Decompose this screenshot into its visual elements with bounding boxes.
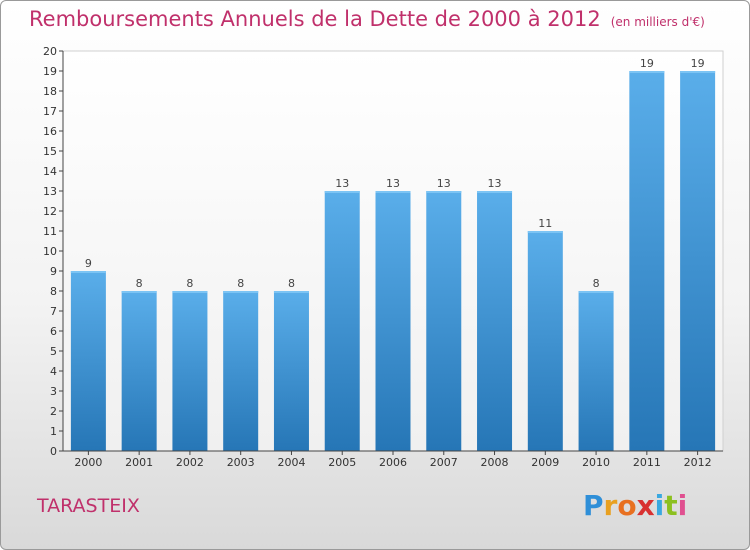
y-tick-label: 10	[43, 245, 57, 258]
bar-top-highlight	[578, 291, 614, 293]
y-tick-label: 17	[43, 105, 57, 118]
y-tick-label: 7	[50, 305, 57, 318]
bar-2008	[477, 191, 513, 451]
y-tick-label: 20	[43, 45, 57, 58]
bar-2012	[680, 71, 716, 451]
bar-top-highlight	[527, 231, 563, 233]
y-tick-label: 19	[43, 65, 57, 78]
y-tick-label: 4	[50, 365, 57, 378]
bar-top-highlight	[375, 191, 411, 193]
bar-top-highlight	[172, 291, 208, 293]
bar-top-highlight	[121, 291, 157, 293]
bar-top-highlight	[680, 71, 716, 73]
bar-top-highlight	[223, 291, 259, 293]
x-tick-label-2005: 2005	[328, 456, 356, 469]
bar-top-highlight	[273, 291, 309, 293]
data-label-2012: 19	[691, 57, 705, 70]
y-tick-label: 16	[43, 125, 57, 138]
logo-letter: i	[654, 489, 665, 522]
data-label-2011: 19	[640, 57, 654, 70]
data-label-2005: 13	[335, 177, 349, 190]
proxiti-logo: Proxiti	[583, 489, 687, 522]
data-label-2006: 13	[386, 177, 400, 190]
x-tick-label-2000: 2000	[74, 456, 102, 469]
y-tick-label: 13	[43, 185, 57, 198]
y-tick-label: 2	[50, 405, 57, 418]
x-tick-label-2011: 2011	[633, 456, 661, 469]
bar-2009	[527, 231, 563, 451]
x-tick-label-2002: 2002	[176, 456, 204, 469]
y-tick-label: 15	[43, 145, 57, 158]
logo-letter: t	[664, 489, 678, 522]
data-label-2010: 8	[593, 277, 600, 290]
x-tick-label-2008: 2008	[481, 456, 509, 469]
logo-letter: r	[603, 489, 618, 522]
data-label-2001: 8	[136, 277, 143, 290]
logo-letter: x	[636, 489, 655, 522]
data-label-2007: 13	[437, 177, 451, 190]
unit-label: (en milliers d'€)	[610, 15, 705, 29]
chart-title: Remboursements Annuels de la Dette de 20…	[29, 7, 705, 31]
bar-2007	[426, 191, 462, 451]
y-tick-label: 11	[43, 225, 57, 238]
bar-2011	[629, 71, 665, 451]
bar-2010	[578, 291, 614, 451]
bar-top-highlight	[629, 71, 665, 73]
bar-top-highlight	[70, 271, 106, 273]
x-tick-label-2009: 2009	[531, 456, 559, 469]
x-tick-label-2006: 2006	[379, 456, 407, 469]
logo-letter: P	[583, 489, 604, 522]
y-tick-label: 0	[50, 445, 57, 458]
y-tick-label: 6	[50, 325, 57, 338]
x-tick-label-2001: 2001	[125, 456, 153, 469]
bar-2000	[70, 271, 106, 451]
bar-2006	[375, 191, 411, 451]
commune-name: TARASTEIX	[37, 495, 140, 517]
bars-group: 9 8 8 8 8 13 13 13 13 11 8 19 19	[70, 57, 716, 451]
x-axis: 2000 2001 2002 2003 2004 2005 2006 2007 2008 2009…	[63, 450, 723, 469]
data-label-2004: 8	[288, 277, 295, 290]
bar-2003	[223, 291, 259, 451]
y-tick-label: 5	[50, 345, 57, 358]
data-label-2000: 9	[85, 257, 92, 270]
data-label-2003: 8	[237, 277, 244, 290]
logo-letter: i	[677, 489, 688, 522]
y-tick-label: 1	[50, 425, 57, 438]
data-label-2009: 11	[538, 217, 552, 230]
y-tick-label: 3	[50, 385, 57, 398]
x-tick-label-2012: 2012	[684, 456, 712, 469]
bar-top-highlight	[477, 191, 513, 193]
bar-2005	[324, 191, 360, 451]
x-tick-label-2003: 2003	[227, 456, 255, 469]
data-label-2008: 13	[488, 177, 502, 190]
y-tick-label: 14	[43, 165, 57, 178]
x-tick-label-2010: 2010	[582, 456, 610, 469]
y-tick-label: 12	[43, 205, 57, 218]
logo-letter: o	[617, 489, 637, 522]
data-label-2002: 8	[186, 277, 193, 290]
bar-top-highlight	[426, 191, 462, 193]
y-tick-label: 9	[50, 265, 57, 278]
y-tick-label: 8	[50, 285, 57, 298]
bar-top-highlight	[324, 191, 360, 193]
bar-2001	[121, 291, 157, 451]
bar-2002	[172, 291, 208, 451]
bar-2004	[273, 291, 309, 451]
x-tick-label-2007: 2007	[430, 456, 458, 469]
y-tick-label: 18	[43, 85, 57, 98]
x-tick-label-2004: 2004	[277, 456, 305, 469]
title-text: Remboursements Annuels de la Dette de 20…	[29, 7, 601, 31]
